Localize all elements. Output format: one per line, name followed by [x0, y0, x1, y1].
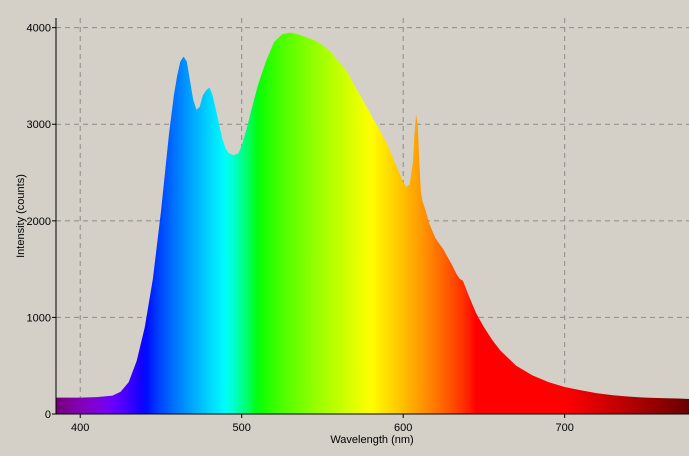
y-tick-label: 3000 [27, 119, 51, 131]
x-tick-label: 600 [394, 422, 412, 434]
y-axis-ticks: 0 1000 2000 3000 4000 [27, 23, 56, 421]
x-axis-title: Wavelength (nm) [330, 434, 413, 446]
y-tick-label: 2000 [27, 216, 51, 228]
y-tick-label: 1000 [27, 312, 51, 324]
x-tick-label: 400 [71, 422, 89, 434]
x-tick-label: 500 [233, 422, 251, 434]
y-tick-label: 4000 [27, 23, 51, 35]
x-axis-ticks: 400 500 600 700 [71, 414, 574, 434]
y-tick-label: 0 [45, 409, 51, 421]
spectrum-area [56, 32, 689, 414]
x-tick-label: 700 [555, 422, 573, 434]
y-axis-title: Intensity (counts) [15, 174, 27, 258]
